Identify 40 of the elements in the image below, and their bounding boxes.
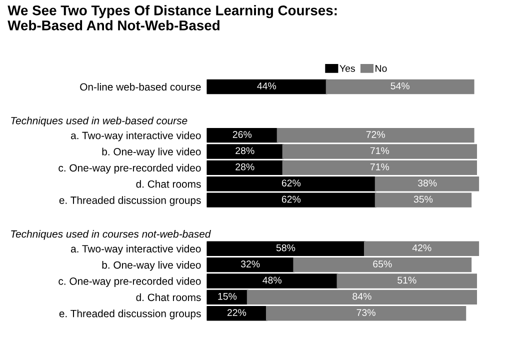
data-label: 65% (373, 260, 392, 268)
data-label: 28% (236, 147, 254, 154)
legend-label: No (376, 65, 387, 72)
y-tick-label: a. Two-way interactive video (70, 244, 201, 255)
data-label: 58% (276, 244, 296, 252)
bar (326, 79, 474, 94)
data-label: 42% (412, 244, 432, 252)
data-label: 22% (227, 309, 246, 316)
data-label: 54% (390, 82, 410, 90)
y-tick-label: d. Chat rooms (136, 293, 201, 302)
data-label: 62% (282, 196, 301, 203)
y-tick-label: c. One-way pre-recorded video (58, 164, 201, 174)
data-label: 71% (370, 147, 390, 154)
data-label: 48% (262, 276, 282, 284)
data-label: 44% (257, 82, 276, 90)
data-label: 84% (352, 292, 372, 300)
data-label: 72% (366, 131, 385, 138)
y-tick-label: On-line web-based course (80, 82, 201, 91)
y-tick-label: b. One-way live video (102, 261, 201, 271)
data-label: 28% (236, 163, 254, 170)
data-label: 35% (414, 196, 433, 203)
data-label: 62% (282, 180, 301, 186)
data-label: 32% (240, 260, 260, 268)
data-label: 71% (370, 163, 390, 170)
y-tick-label: d. Chat rooms (136, 180, 201, 188)
bar (206, 79, 328, 94)
chart-title: We See Two Types Of Distance Learning Courses: Web-Based And Not-Web-Based (8, 5, 337, 30)
y-tick-label: e. Threaded discussion groups (59, 196, 201, 206)
text: Techniques used in web-based course (11, 116, 188, 126)
data-label: 73% (356, 309, 376, 316)
data-label: 15% (218, 292, 237, 300)
legend-label: Yes (340, 65, 355, 72)
data-label: 38% (418, 180, 437, 186)
annotation: Techniques used in courses not-web-based (11, 230, 211, 240)
y-tick-label: e. Threaded discussion groups (59, 310, 201, 320)
data-label: 51% (398, 276, 416, 284)
y-tick-label: b. One-way live video (102, 148, 201, 158)
y-tick-label: a. Two-way interactive video (70, 132, 201, 142)
y-tick-label: c. One-way pre-recorded video (58, 277, 201, 287)
data-label: 26% (232, 131, 252, 138)
